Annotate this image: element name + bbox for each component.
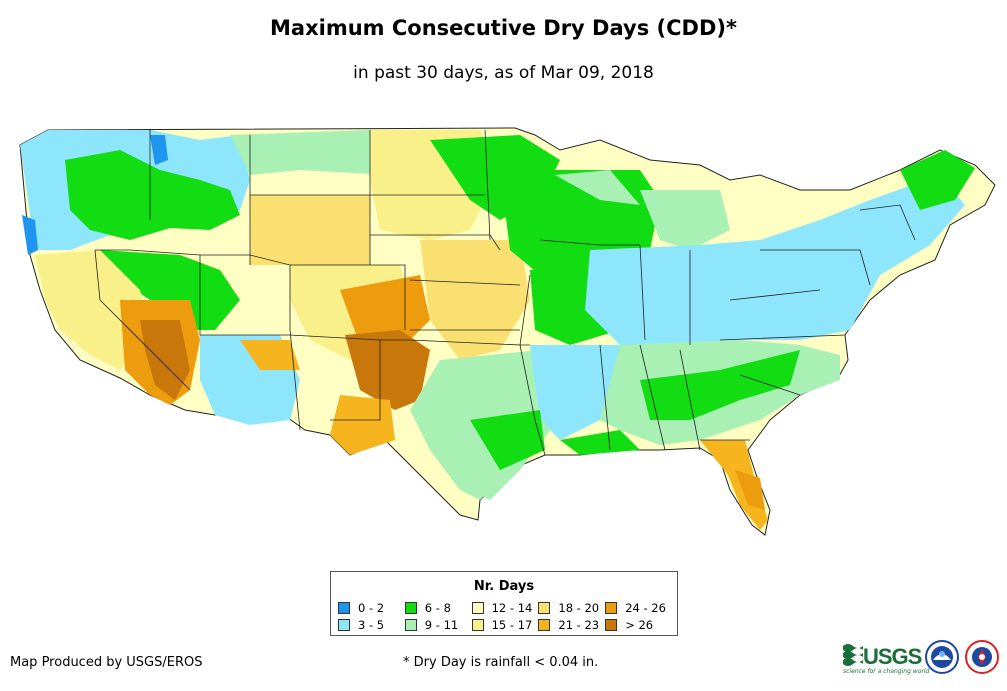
legend-label: 6 - 8 [424, 601, 451, 615]
noaa-logo-icon [925, 640, 959, 674]
legend-item: > 26 [605, 618, 672, 632]
legend-label: 18 - 20 [558, 601, 600, 615]
legend-label: 9 - 11 [424, 618, 459, 632]
legend-item: 0 - 2 [338, 601, 405, 615]
legend-swatch [404, 602, 417, 614]
legend-swatch [605, 602, 618, 614]
legend: Nr. Days 0 - 2 6 - 8 12 - 14 18 - 20 24 - 26… [330, 571, 678, 636]
legend-label: 24 - 26 [625, 601, 666, 615]
legend-label: 3 - 5 [358, 618, 385, 632]
legend-label: > 26 [625, 618, 654, 632]
legend-swatch [471, 602, 484, 614]
legend-label: 12 - 14 [491, 601, 533, 615]
legend-item: 12 - 14 [471, 601, 539, 615]
legend-item: 3 - 5 [338, 618, 405, 632]
legend-swatch [538, 619, 551, 631]
usgs-wave-icon [843, 644, 863, 666]
legend-swatch [404, 619, 417, 631]
legend-item: 21 - 23 [538, 618, 605, 632]
legend-grid: 0 - 2 6 - 8 12 - 14 18 - 20 24 - 26 3 - 5 9 - … [338, 601, 672, 632]
legend-swatch [538, 602, 551, 614]
map-title: Maximum Consecutive Dry Days (CDD)* [270, 16, 737, 40]
legend-label: 21 - 23 [558, 618, 600, 632]
legend-title: Nr. Days [473, 579, 535, 594]
usgs-logo: USGS science for a changing world [843, 642, 929, 675]
legend-item: 24 - 26 [605, 601, 672, 615]
nws-logo-icon [965, 640, 999, 674]
legend-item: 6 - 8 [404, 601, 472, 615]
legend-label: 0 - 2 [358, 601, 385, 615]
footnote: * Dry Day is rainfall < 0.04 in. [403, 655, 599, 670]
map-subtitle: in past 30 days, as of Mar 09, 2018 [353, 63, 654, 83]
legend-item: 18 - 20 [538, 601, 605, 615]
legend-swatch [471, 619, 484, 631]
legend-label: 15 - 17 [491, 618, 533, 632]
usgs-tagline: science for a changing world [843, 668, 930, 675]
credit-text: Map Produced by USGS/EROS [10, 655, 203, 670]
legend-swatch [338, 602, 350, 614]
usgs-wordmark: USGS [863, 644, 922, 669]
legend-swatch [605, 619, 618, 631]
legend-item: 15 - 17 [471, 618, 539, 632]
legend-item: 9 - 11 [404, 618, 472, 632]
agency-logos: USGS science for a changing world [843, 640, 1003, 680]
state-boundaries [94, 129, 916, 456]
legend-swatch [338, 619, 350, 631]
